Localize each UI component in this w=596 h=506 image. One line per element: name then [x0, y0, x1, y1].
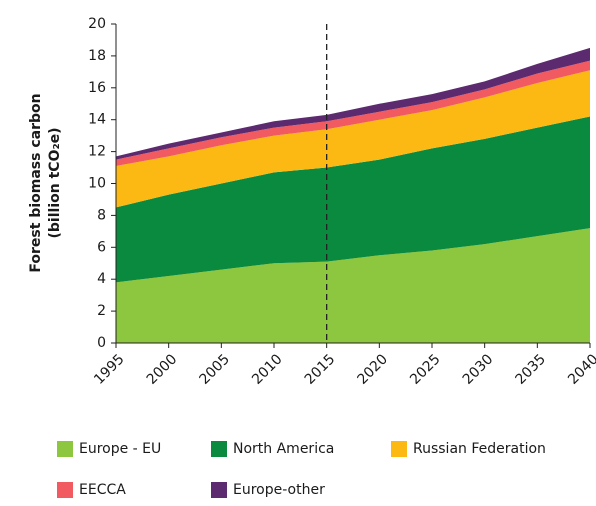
x-tick-label: 2025	[407, 351, 444, 388]
x-tick-label: 2040	[565, 351, 596, 388]
legend-label: EECCA	[79, 482, 126, 498]
area	[116, 70, 590, 208]
y-tick-label: 0	[97, 335, 106, 351]
legend-label: North America	[233, 441, 334, 457]
x-tick-label: 2000	[144, 351, 181, 388]
y-tick-label: 12	[88, 144, 106, 160]
area	[116, 47, 590, 160]
x-tick-label: 2035	[512, 351, 549, 388]
x-tick-label: 2010	[249, 351, 286, 388]
y-tick-label: 14	[88, 112, 106, 128]
area	[116, 116, 590, 283]
x-tick-label: 2020	[354, 351, 391, 388]
legend-swatch	[57, 482, 73, 498]
y-tick-label: 16	[88, 80, 106, 96]
legend-swatch	[57, 441, 73, 457]
legend-swatch	[211, 482, 227, 498]
y-axis-label: Forest biomass carbon	[28, 93, 44, 272]
x-tick-label: 2005	[196, 351, 233, 388]
legend-label: Russian Federation	[413, 441, 546, 457]
x-tick-label: 2015	[302, 351, 339, 388]
area	[116, 228, 590, 343]
y-tick-label: 4	[97, 271, 106, 287]
y-tick-label: 2	[97, 303, 106, 319]
legend-label: Europe-other	[233, 482, 325, 498]
y-tick-label: 18	[88, 48, 106, 64]
y-tick-label: 10	[88, 176, 106, 192]
legend-swatch	[211, 441, 227, 457]
y-tick-label: 6	[97, 239, 106, 255]
legend-swatch	[391, 441, 407, 457]
y-tick-label: 20	[88, 16, 106, 32]
y-tick-label: 8	[97, 207, 106, 223]
legend-label: Europe - EU	[79, 441, 161, 457]
x-tick-label: 2030	[460, 351, 497, 388]
area	[116, 60, 590, 166]
x-tick-label: 1995	[91, 351, 128, 388]
y-axis-label: (billion tCO₂e)	[47, 128, 63, 239]
